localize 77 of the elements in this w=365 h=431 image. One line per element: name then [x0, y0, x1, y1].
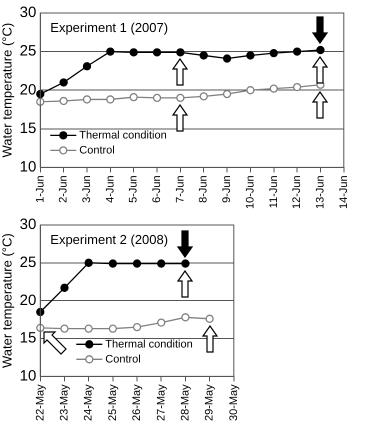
- text: Experiment 2 (2008): [50, 232, 168, 248]
- y-tick-label: 20: [20, 292, 36, 309]
- legend-label: Thermal condition: [79, 129, 167, 142]
- point: [222, 90, 232, 98]
- x-tick-label: 24-May: [82, 384, 95, 422]
- x-tick-label: 29-May: [204, 384, 216, 422]
- point: [181, 259, 190, 268]
- x-tick-label: 12-Jun: [291, 175, 304, 210]
- point: [270, 48, 278, 58]
- x-tick-label: 7-Jun: [174, 175, 186, 203]
- x-tick-label: 2-Jun: [58, 175, 70, 203]
- point: [316, 46, 325, 54]
- point: [246, 51, 255, 60]
- point: [108, 259, 118, 268]
- x-tick-label: 28-May: [179, 384, 192, 422]
- y-tick-label: 30: [20, 4, 36, 22]
- x-tick-label: 1-Jun: [34, 175, 46, 203]
- point: [222, 54, 232, 63]
- point: [132, 322, 142, 332]
- x-tick-label: 6-Jun: [151, 175, 164, 203]
- point: [176, 48, 185, 57]
- point: [181, 313, 190, 322]
- y-tick-label: 25: [20, 42, 36, 60]
- point: [84, 258, 93, 267]
- x-tick-label: 13-Jun: [314, 175, 326, 210]
- point: [60, 284, 69, 292]
- point: [132, 259, 142, 268]
- point: [82, 62, 92, 70]
- point: [106, 47, 114, 56]
- point: [106, 95, 114, 104]
- legend-label: Control: [79, 144, 115, 156]
- y-tick-label: 10: [20, 158, 36, 176]
- y-axis-title: Water temperature (°C): [0, 233, 14, 368]
- point: [152, 94, 162, 102]
- x-tick-label: 4-Jun: [104, 175, 116, 203]
- x-tick-label: 22-May: [34, 384, 46, 422]
- x-tick-label: 9-Jun: [221, 175, 234, 203]
- point: [152, 48, 162, 57]
- x-tick-label: 10-Jun: [244, 175, 256, 210]
- legend-label: Control: [105, 353, 141, 366]
- point: [246, 86, 255, 94]
- point: [130, 92, 138, 102]
- point: [157, 318, 166, 327]
- y-tick-label: 30: [20, 216, 36, 234]
- text: Experiment 1 (2007): [50, 20, 168, 36]
- x-tick-label: 26-May: [131, 384, 144, 422]
- y-tick-label: 10: [20, 367, 36, 384]
- point: [59, 96, 68, 106]
- point: [205, 314, 214, 323]
- point: [60, 324, 69, 333]
- y-tick-label: 15: [20, 120, 36, 137]
- x-tick-label: 25-May: [106, 384, 119, 422]
- x-tick-label: 5-Jun: [128, 175, 140, 203]
- y-tick-label: 25: [20, 254, 36, 271]
- point: [59, 78, 68, 87]
- x-tick-label: 27-May: [155, 384, 168, 422]
- point: [270, 84, 278, 93]
- y-tick-label: 20: [20, 81, 36, 98]
- x-tick-label: 8-Jun: [198, 175, 210, 203]
- y-axis-title: Water temperature (°C): [0, 22, 14, 158]
- point: [292, 47, 302, 56]
- legend-label: Thermal condition: [105, 338, 193, 350]
- point: [292, 82, 302, 92]
- point: [108, 324, 118, 333]
- x-tick-label: 23-May: [58, 384, 71, 422]
- point: [82, 95, 92, 104]
- point: [176, 94, 185, 102]
- point: [200, 92, 208, 101]
- x-tick-label: 30-May: [228, 384, 240, 422]
- x-tick-label: 3-Jun: [81, 175, 94, 203]
- x-tick-label: 14-Jun: [338, 175, 350, 210]
- point: [84, 324, 93, 333]
- point: [157, 259, 166, 268]
- point: [130, 48, 138, 57]
- y-tick-label: 15: [20, 330, 36, 347]
- point: [200, 51, 208, 60]
- x-tick-label: 11-Jun: [268, 175, 280, 208]
